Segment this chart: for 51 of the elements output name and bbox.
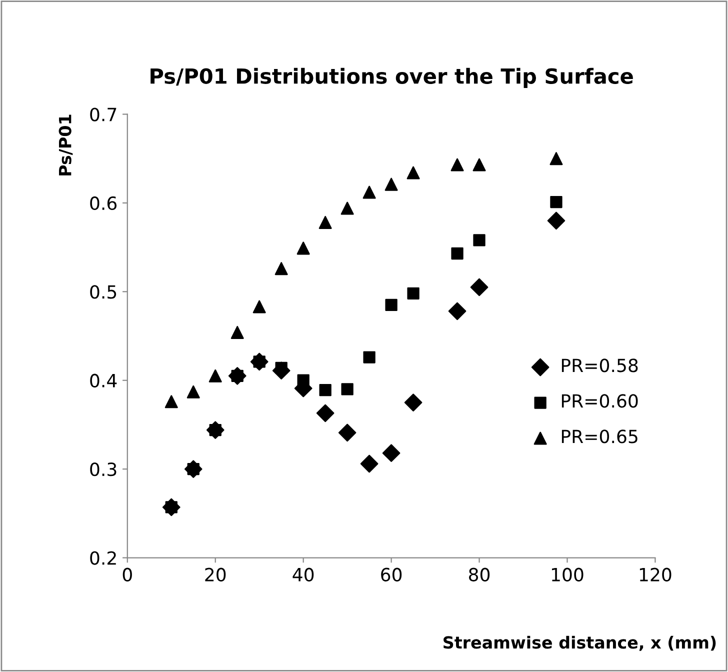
y-tick-label: 0.6 <box>90 196 117 210</box>
point <box>362 186 376 199</box>
x-tick-label: 40 <box>292 568 314 582</box>
x-tick-label: 20 <box>205 568 226 582</box>
chart-title: Ps/P01 Distributions over the Tip Surface <box>150 68 633 88</box>
y-tick-label: 0.5 <box>90 285 116 299</box>
y-tick-label: 0.2 <box>90 551 116 565</box>
point <box>385 298 398 312</box>
point <box>297 374 310 386</box>
y-axis-title: Ps/P01 <box>58 114 73 176</box>
point <box>448 302 466 320</box>
point <box>407 287 420 300</box>
point <box>360 454 378 473</box>
x-tick-label: 100 <box>552 568 584 582</box>
y-tick-label: 0.7 <box>90 108 116 122</box>
x-axis-title: Streamwise distance, x (mm) <box>444 636 716 651</box>
point <box>296 242 310 255</box>
point <box>451 247 464 260</box>
point <box>340 202 354 215</box>
point <box>252 300 266 314</box>
point <box>382 444 400 462</box>
point <box>472 158 486 172</box>
y-tick-label: 0.3 <box>90 462 116 476</box>
x-tick-label: 60 <box>381 568 402 582</box>
point <box>208 369 222 382</box>
point <box>319 384 332 396</box>
legend-label: PR=0.58 <box>562 358 638 372</box>
point <box>318 216 332 229</box>
point <box>341 383 354 396</box>
point <box>384 178 398 191</box>
point <box>473 234 486 246</box>
point <box>470 278 488 296</box>
point <box>547 212 566 230</box>
legend-label: PR=0.65 <box>562 430 638 444</box>
point <box>186 385 200 398</box>
legend-label: PR=0.60 <box>562 394 638 408</box>
y-tick-label: 0.4 <box>90 374 117 388</box>
point <box>274 262 288 276</box>
point <box>316 404 334 422</box>
x-tick-label: 120 <box>640 568 672 582</box>
point <box>338 424 356 442</box>
point <box>164 395 178 408</box>
x-tick-label: 0 <box>122 568 132 582</box>
point <box>404 394 422 412</box>
point <box>230 326 244 339</box>
point <box>363 351 376 364</box>
point <box>450 158 464 172</box>
x-tick-label: 80 <box>469 568 490 582</box>
point <box>550 152 563 166</box>
point <box>550 196 562 208</box>
point <box>406 166 420 180</box>
